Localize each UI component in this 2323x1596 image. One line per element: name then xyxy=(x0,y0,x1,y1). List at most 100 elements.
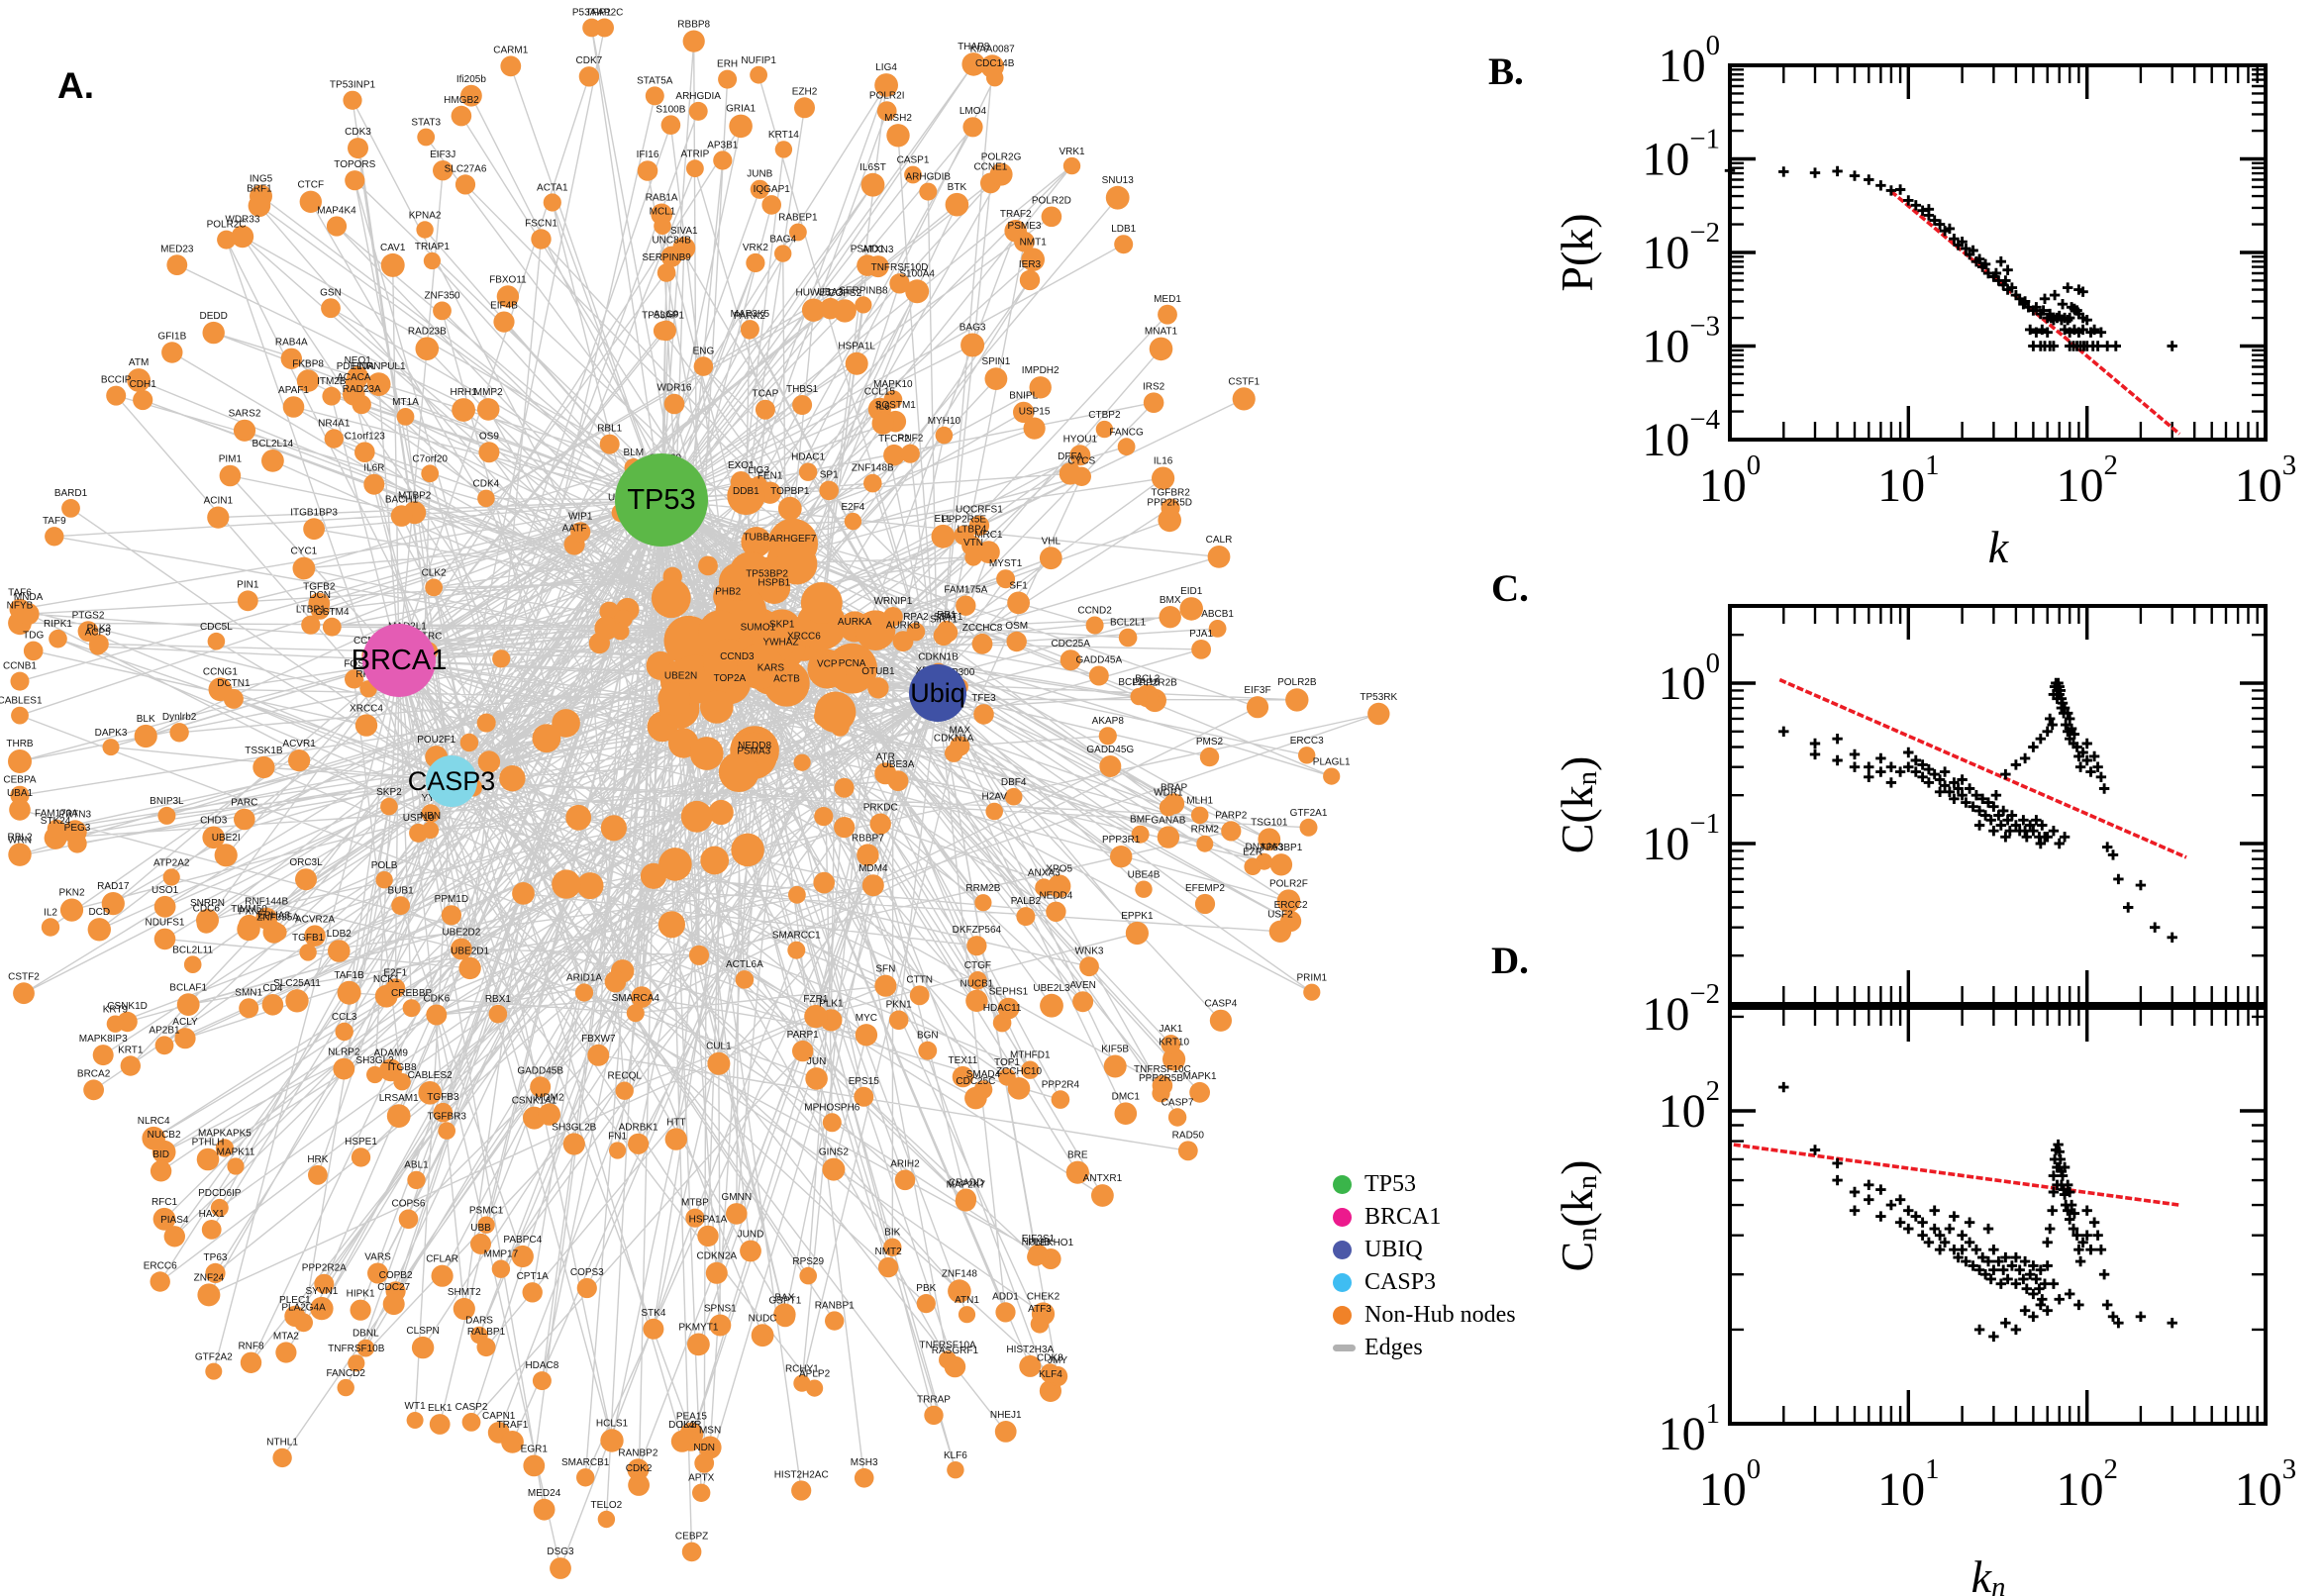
network-node-label: BCL2L10 xyxy=(1118,677,1160,688)
network-node-label: NUFIP1 xyxy=(741,55,776,66)
network-node xyxy=(627,1458,650,1481)
network-node-label: NHEJ1 xyxy=(990,1410,1022,1421)
network-node xyxy=(938,623,959,643)
network-node-label: OTUB1 xyxy=(861,666,895,677)
network-node xyxy=(985,802,1003,821)
network-node-label: POLR2C xyxy=(207,220,247,231)
network-node-label: CEBPA xyxy=(3,775,36,786)
network-node-label: EPPK1 xyxy=(1121,911,1154,922)
network-node-label: NMT1 xyxy=(1020,237,1048,248)
network-node-label: CCL15 xyxy=(864,387,896,398)
network-node xyxy=(477,750,501,773)
network-node-label: SPNS1 xyxy=(704,1304,737,1315)
network-node-label: DEDD xyxy=(200,311,228,322)
network-node xyxy=(1095,420,1114,439)
network-node-label: IL6R xyxy=(363,463,384,474)
network-node xyxy=(687,1333,710,1356)
network-node-label: MAPK11 xyxy=(217,1147,255,1157)
network-node-label: SMAD4 xyxy=(966,1069,1001,1080)
network-node xyxy=(301,615,321,635)
network-node xyxy=(1189,1081,1210,1103)
network-node xyxy=(1367,702,1390,726)
network-node-label: LRSAM1 xyxy=(379,1093,419,1104)
network-node-label: EZH2 xyxy=(792,86,818,97)
network-node-label: STK24 xyxy=(41,816,71,827)
network-node-label: RAD23B xyxy=(408,327,447,338)
network-node xyxy=(777,496,802,521)
network-node-label: SF1 xyxy=(1009,581,1028,592)
network-node-label: SPIN1 xyxy=(981,356,1010,367)
network-node xyxy=(1152,466,1175,490)
network-node xyxy=(656,320,676,342)
network-node xyxy=(807,648,848,689)
network-node xyxy=(904,165,922,184)
network-node-label: ELK1 xyxy=(428,1403,453,1414)
network-node xyxy=(1125,921,1149,946)
network-node-label: ABL1 xyxy=(404,1160,429,1171)
network-node xyxy=(197,1283,221,1307)
network-node xyxy=(746,252,765,273)
network-node xyxy=(855,296,872,314)
network-node-label: THAP8 xyxy=(958,42,990,52)
network-node-label: ORC3L xyxy=(289,857,323,868)
network-node-label: PSMA3 xyxy=(737,746,770,756)
network-node xyxy=(380,252,405,277)
network-node xyxy=(476,713,496,733)
network-node xyxy=(697,1225,719,1247)
network-node-label: POLR2F xyxy=(1269,879,1308,890)
network-node-label: XPO5 xyxy=(1046,863,1072,874)
network-node xyxy=(909,985,930,1006)
network-node xyxy=(680,800,713,833)
network-node-label: CHD3 xyxy=(200,816,228,827)
network-node-label: CTTN xyxy=(906,974,933,985)
network-node-label: TNFRSF10A xyxy=(919,1340,976,1350)
network-node xyxy=(1179,597,1203,621)
legend-node-dot-icon xyxy=(1333,1273,1352,1292)
network-node-label: ANTXR1 xyxy=(1083,1173,1123,1184)
network-node-label: CDC25C xyxy=(956,1076,995,1087)
network-node-label: UBB xyxy=(470,1223,491,1234)
network-node-label: PCNA xyxy=(839,658,866,669)
network-node xyxy=(1177,1141,1198,1161)
network-node xyxy=(955,1190,976,1212)
network-node xyxy=(417,128,436,147)
network-node-label: IL6ST xyxy=(859,162,886,173)
network-node xyxy=(202,826,225,849)
network-node xyxy=(945,192,969,217)
network-node xyxy=(977,541,1000,563)
network-node xyxy=(595,18,614,38)
network-node-label: TP53INP1 xyxy=(330,80,376,91)
network-node-label: TP53BP1 xyxy=(1260,843,1302,853)
network-node-label: MNDA xyxy=(14,592,44,603)
network-node xyxy=(889,273,910,294)
y-tick-label: 10−4 xyxy=(1642,404,1720,466)
network-node-label: ALG9 xyxy=(654,310,679,321)
network-node-label: MT1A xyxy=(392,397,419,408)
network-node xyxy=(888,1010,909,1031)
network-node-label: CDC6 xyxy=(193,904,221,915)
network-node xyxy=(948,1279,971,1303)
network-node-label: FSCN1 xyxy=(525,218,557,229)
network-node-label: PPP3R1 xyxy=(1102,835,1141,846)
network-node-label: GFI1B xyxy=(157,331,186,342)
network-node-label: MYST1 xyxy=(989,558,1023,569)
network-node-label: XRCC6 xyxy=(787,632,821,643)
network-node-label: RAD50 xyxy=(1172,1130,1205,1141)
network-node-label: RCHY1 xyxy=(785,1364,819,1375)
network-node xyxy=(1161,1035,1181,1054)
network-node xyxy=(284,1305,306,1327)
network-node xyxy=(161,342,183,363)
network-node xyxy=(162,868,180,886)
network-node-label: DKFZP564 xyxy=(953,925,1002,936)
network-node xyxy=(918,1041,938,1060)
network-node-label: TP53RK xyxy=(1360,692,1397,703)
network-node-label: SARS2 xyxy=(229,409,261,420)
network-node-label: TAF1B xyxy=(334,970,364,981)
network-node-label: ACVR2A xyxy=(295,914,335,925)
legend-item-label: Non-Hub nodes xyxy=(1364,1302,1516,1328)
network-node-label: PPP2R5D xyxy=(1147,498,1192,509)
network-node-label: MYC xyxy=(856,1013,877,1024)
network-node xyxy=(626,1004,645,1023)
network-node xyxy=(343,90,362,110)
network-node-label: MSN xyxy=(699,1426,721,1437)
